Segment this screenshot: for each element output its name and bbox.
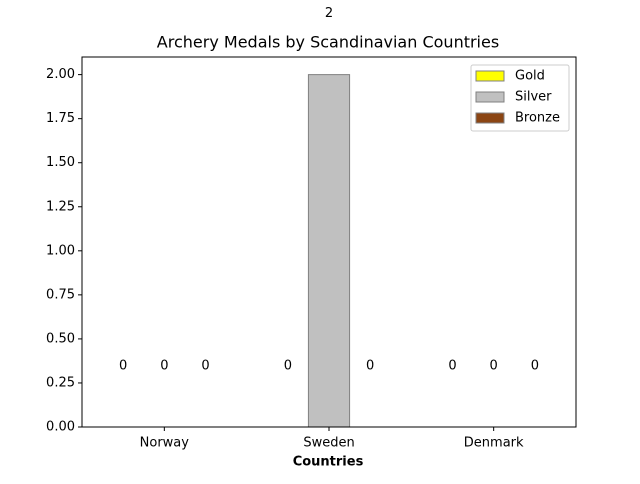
- value-label: 0: [160, 359, 168, 374]
- value-label: 0: [366, 359, 374, 374]
- value-label: 0: [201, 359, 209, 374]
- y-tick-label: 1.75: [46, 111, 75, 126]
- plot-frame: [81, 56, 577, 428]
- legend-label: Bronze: [515, 111, 560, 126]
- value-label: 0: [119, 359, 127, 374]
- x-tick-label: Sweden: [303, 436, 354, 451]
- value-label: 0: [448, 359, 456, 374]
- x-axis-label: Countries: [293, 455, 364, 470]
- y-tick-label: 0.25: [46, 375, 75, 390]
- value-label: 2: [325, 6, 333, 21]
- y-tick-label: 0.75: [46, 287, 75, 302]
- y-tick-label: 1.00: [46, 243, 75, 258]
- legend-swatch: [475, 112, 505, 124]
- x-tick-label: Denmark: [464, 436, 524, 451]
- value-label: 0: [531, 359, 539, 374]
- y-tick-label: 0.00: [46, 420, 75, 435]
- legend-swatch: [475, 70, 505, 82]
- chart-title: Archery Medals by Scandinavian Countries: [157, 33, 499, 52]
- legend-label: Gold: [515, 69, 545, 84]
- x-tick-label: Norway: [140, 436, 190, 451]
- legend-label: Silver: [515, 90, 552, 105]
- value-label: 0: [490, 359, 498, 374]
- y-tick-label: 2.00: [46, 67, 75, 82]
- y-tick-label: 0.50: [46, 331, 75, 346]
- y-tick-label: 1.25: [46, 199, 75, 214]
- legend-swatch: [475, 91, 505, 103]
- value-label: 0: [284, 359, 292, 374]
- bar: [307, 74, 351, 428]
- y-tick-label: 1.50: [46, 155, 75, 170]
